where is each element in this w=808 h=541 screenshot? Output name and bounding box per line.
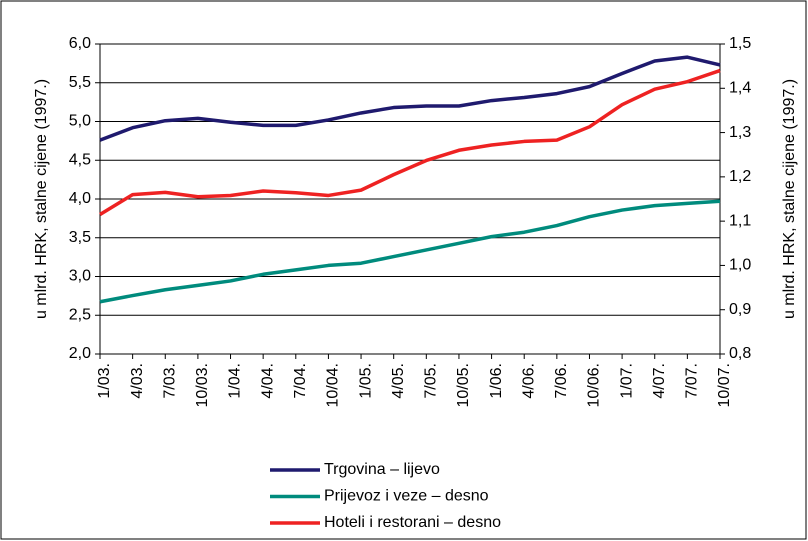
series-line [99,68,721,216]
y-tick-label: 4,5 [69,151,91,168]
x-tick-label: 10/05. [455,363,472,407]
x-tick-label: 4/04. [259,363,276,399]
y-axis-label: u mlrd. HRK, stalne cijene (1997.) [33,79,50,319]
x-tick-label: 4/07. [651,363,668,399]
x-tick-label: 10/03. [194,363,211,407]
y2-tick-label: 0,8 [729,345,751,362]
x-tick-label: 10/06. [586,363,603,407]
series-line [99,55,721,142]
x-tick-label: 7/03. [161,363,178,399]
x-tick-label: 7/05. [423,363,440,399]
x-tick-label: 4/03. [129,363,146,399]
y2-tick-label: 0,9 [729,301,751,318]
x-tick-label: 7/04. [292,363,309,399]
x-tick-label: 1/07. [618,363,635,399]
series-line [99,199,721,304]
y2-tick-label: 1,5 [729,35,751,52]
y-tick-label: 6,0 [69,35,91,52]
legend-label: Prijevoz i veze – desno [324,488,489,505]
legend-label: Hoteli i restorani – desno [324,514,501,531]
x-tick-label: 7/06. [553,363,570,399]
y-tick-label: 4,0 [69,190,91,207]
y-tick-label: 2,0 [69,345,91,362]
y-tick-label: 3,0 [69,268,91,285]
x-tick-label: 4/05. [390,363,407,399]
x-tick-label: 10/07. [716,363,733,407]
legend-label: Trgovina – lijevo [324,461,440,478]
y2-axis-label: u mlrd. HRK, stalne cijene (1997.) [781,79,798,319]
y-tick-label: 5,5 [69,74,91,91]
x-tick-label: 1/04. [227,363,244,399]
x-tick-label: 4/06. [520,363,537,399]
y2-tick-label: 1,2 [729,168,751,185]
y-tick-label: 2,5 [69,306,91,323]
y2-tick-label: 1,0 [729,257,751,274]
x-tick-label: 7/07. [684,363,701,399]
x-tick-label: 1/05. [357,363,374,399]
x-tick-label: 1/06. [488,363,505,399]
y2-tick-label: 1,1 [729,212,751,229]
y2-tick-label: 1,3 [729,124,751,141]
y-tick-label: 5,0 [69,113,91,130]
y2-tick-label: 1,4 [729,80,751,97]
y-tick-label: 3,5 [69,229,91,246]
x-tick-label: 10/04. [325,363,342,407]
x-tick-label: 1/03. [96,363,113,399]
